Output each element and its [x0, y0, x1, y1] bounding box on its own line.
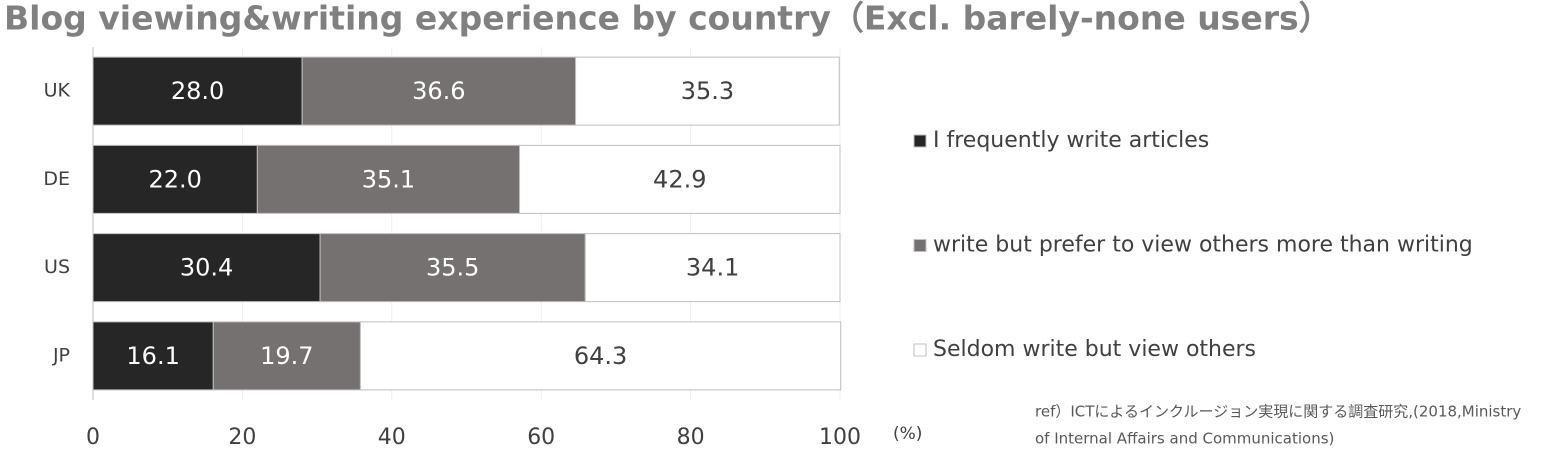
data-label: 36.6 — [412, 77, 465, 105]
data-label: 42.9 — [653, 165, 706, 193]
x-tick-label: 80 — [677, 425, 705, 450]
data-label: 30.4 — [180, 254, 233, 282]
legend-swatch — [913, 239, 927, 252]
data-label: 34.1 — [686, 254, 739, 282]
source-note: ref）ICTによるインクルージョン実現に関する調査研究,(2018,Minis… — [1035, 403, 1521, 421]
legend-label: I frequently write articles — [933, 128, 1209, 153]
data-label: 16.1 — [126, 342, 179, 370]
legend-label: write but prefer to view others more tha… — [933, 233, 1473, 258]
bar-segment — [319, 233, 586, 303]
x-tick-label: 20 — [228, 425, 256, 450]
data-label: 35.1 — [362, 165, 415, 193]
data-label: 28.0 — [171, 77, 224, 105]
source-note: of Internal Affairs and Communications) — [1035, 430, 1334, 448]
bar-segment — [212, 321, 361, 391]
y-tick-label: JP — [52, 344, 70, 366]
legend-swatch — [913, 134, 927, 148]
bar-segment — [519, 144, 841, 214]
y-tick-label: UK — [44, 80, 71, 102]
chart-title: Blog viewing&writing experience by count… — [4, 0, 1332, 38]
x-tick-label: 40 — [378, 425, 406, 450]
x-tick-label: 60 — [527, 425, 555, 450]
y-tick-label: US — [44, 256, 70, 278]
bar-segment — [92, 321, 214, 391]
legend-swatch — [913, 343, 927, 357]
bar-segment — [92, 233, 321, 303]
bar-segment — [575, 56, 840, 126]
bar-segment — [92, 56, 303, 126]
legend-label: Seldom write but view others — [933, 337, 1256, 362]
bar-segment — [92, 144, 258, 214]
x-axis-unit: (%) — [893, 424, 922, 444]
bar-segment — [584, 233, 841, 303]
x-tick-label: 100 — [819, 425, 861, 450]
data-label: 22.0 — [148, 165, 201, 193]
bar-segment — [256, 144, 521, 214]
y-tick-label: DE — [43, 168, 70, 190]
bar-segment — [359, 321, 842, 391]
data-label: 19.7 — [260, 342, 313, 370]
x-tick-label: 0 — [86, 425, 100, 450]
data-label: 64.3 — [574, 342, 627, 370]
data-label: 35.3 — [681, 77, 734, 105]
data-label: 35.5 — [426, 254, 479, 282]
